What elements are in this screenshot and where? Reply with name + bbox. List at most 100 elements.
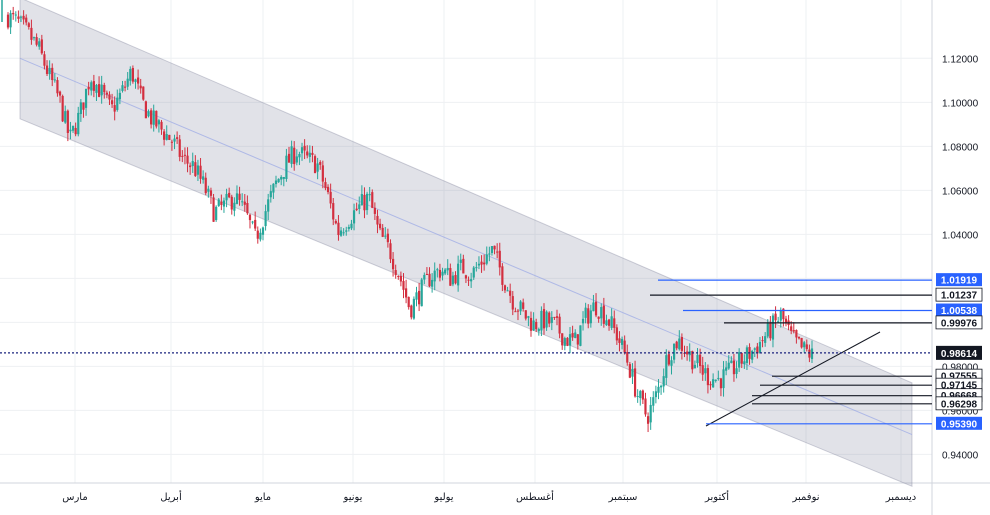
candle <box>769 322 772 339</box>
candle <box>714 379 717 381</box>
candle <box>90 82 93 91</box>
candle <box>662 376 665 387</box>
candle <box>654 391 657 398</box>
candle <box>228 192 231 198</box>
candle <box>306 151 309 156</box>
candle <box>490 246 494 253</box>
candle <box>485 254 488 264</box>
candle <box>558 316 561 334</box>
candle <box>709 384 712 386</box>
candle <box>170 141 174 143</box>
candle <box>384 235 387 237</box>
candle <box>230 196 233 210</box>
candle <box>587 308 590 324</box>
candle <box>110 100 114 105</box>
candle <box>303 145 306 151</box>
candle <box>142 86 145 100</box>
candle <box>290 146 293 164</box>
candle <box>334 220 337 224</box>
candle <box>493 245 496 250</box>
candle <box>181 155 184 157</box>
y-tick-label: 1.04000 <box>942 230 979 241</box>
candle <box>183 154 187 156</box>
candle <box>27 23 30 27</box>
candle <box>717 377 720 379</box>
candle <box>758 341 762 354</box>
candle <box>633 368 637 397</box>
x-tick-label: ديسمبر <box>885 492 916 503</box>
candle <box>657 386 660 393</box>
candle <box>134 79 137 82</box>
candle <box>246 202 249 214</box>
candle <box>404 288 408 298</box>
candle <box>30 27 33 40</box>
candle <box>339 230 343 236</box>
candle <box>220 201 223 205</box>
candle <box>209 190 213 196</box>
candle <box>800 337 803 348</box>
candle <box>394 270 397 276</box>
candle <box>441 271 444 276</box>
candle <box>537 328 540 332</box>
current-price-label: 0.98614 <box>941 349 978 360</box>
candle <box>215 206 218 221</box>
candle <box>277 178 280 183</box>
candle <box>391 258 395 270</box>
trend-line[interactable] <box>705 331 881 427</box>
candle <box>222 200 226 207</box>
candle <box>92 81 95 91</box>
candle <box>251 221 254 223</box>
candle <box>446 267 449 271</box>
candle <box>503 285 507 291</box>
candle <box>810 348 814 360</box>
candle <box>69 129 72 132</box>
candle <box>202 176 205 180</box>
candle <box>410 305 413 318</box>
candle <box>542 309 546 329</box>
candle <box>589 310 592 324</box>
candle <box>477 263 481 266</box>
candle <box>475 267 478 269</box>
candle <box>199 165 202 179</box>
candle <box>566 337 569 346</box>
candle <box>287 153 291 163</box>
candle <box>126 78 129 87</box>
candle <box>607 319 611 326</box>
candle <box>722 369 725 389</box>
candle <box>639 391 642 399</box>
candle <box>761 340 764 342</box>
candle <box>397 275 400 277</box>
candle <box>163 131 166 140</box>
candle <box>584 307 587 318</box>
candle <box>324 182 327 189</box>
candle <box>665 355 668 378</box>
candle <box>371 192 374 208</box>
x-tick-label: يونيو <box>343 492 363 503</box>
current-price-tag <box>936 345 982 360</box>
candle <box>745 347 749 363</box>
candle <box>467 279 470 281</box>
candle <box>459 259 462 263</box>
candle <box>25 17 28 23</box>
candle <box>152 110 155 125</box>
candle <box>672 343 676 360</box>
candle <box>363 194 366 211</box>
candle <box>792 330 795 332</box>
candle <box>373 207 376 214</box>
candle <box>136 77 140 84</box>
candle <box>784 318 788 323</box>
candle <box>35 37 38 45</box>
candle <box>168 134 171 140</box>
candle <box>644 398 647 415</box>
candle <box>272 183 275 193</box>
candle <box>261 227 265 235</box>
candle <box>774 313 777 321</box>
candle <box>225 193 228 201</box>
candle <box>706 368 710 386</box>
candle <box>48 67 51 75</box>
regression-channel[interactable] <box>19 0 913 488</box>
candle <box>550 317 553 323</box>
candle <box>563 338 566 346</box>
candle <box>321 165 324 182</box>
